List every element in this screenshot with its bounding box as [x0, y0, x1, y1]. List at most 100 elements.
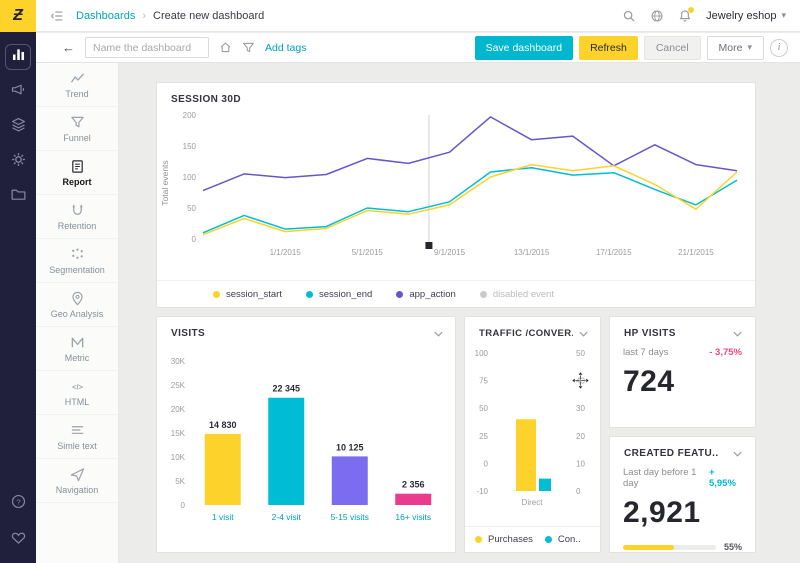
folder-icon	[10, 186, 27, 208]
created-features-card: CREATED FEATU.. Last day before 1 day + …	[609, 436, 756, 553]
notifications-button[interactable]	[678, 6, 695, 23]
sidebar-item-retention[interactable]: Retention	[36, 195, 118, 239]
stat-subtitle: Last day before 1 day	[623, 467, 697, 489]
collapse-icon[interactable]	[579, 331, 588, 337]
question-icon: ?	[10, 493, 27, 515]
svg-text:20K: 20K	[171, 405, 186, 414]
legend-item-session-start[interactable]: session_start	[213, 289, 282, 300]
traffic-legend: Purchases Con..	[465, 526, 600, 552]
sidebar-item-label: HTML	[64, 396, 90, 407]
session-chart-svg[interactable]: Total events 0 50 100 150 200 1/1/2015 5/1/2015…	[157, 105, 745, 271]
svg-text:17/1/2015: 17/1/2015	[596, 248, 632, 257]
rail-bottom: ?	[5, 491, 31, 553]
logo-glyph: Ƶ	[13, 7, 23, 24]
bell-icon	[678, 9, 692, 23]
sidebar-item-label: Navigation	[55, 484, 99, 495]
legend-dot-icon	[544, 536, 552, 543]
sidebar-toggle-icon[interactable]	[50, 9, 64, 23]
notification-badge	[688, 6, 695, 13]
search-icon[interactable]	[622, 9, 636, 23]
sidebar-item-simle-text[interactable]: Simle text	[36, 415, 118, 459]
svg-text:2 356: 2 356	[402, 480, 425, 490]
layers-icon	[10, 116, 27, 138]
svg-text:50: 50	[187, 204, 196, 213]
app-logo[interactable]: Ƶ	[0, 0, 36, 32]
trend-icon	[70, 71, 85, 86]
chevron-down-icon: ▾	[747, 42, 752, 52]
rail-favorites-button[interactable]	[5, 527, 31, 553]
svg-text:15K: 15K	[171, 429, 186, 438]
legend-label: disabled event	[492, 288, 555, 300]
svg-text:-10: -10	[476, 487, 488, 496]
svg-text:22 345: 22 345	[272, 384, 300, 394]
text-icon	[70, 423, 85, 438]
more-label: More	[718, 41, 743, 54]
svg-text:9/1/2015: 9/1/2015	[434, 248, 466, 257]
progress-track	[623, 544, 716, 550]
breadcrumb-separator: ›	[142, 9, 146, 22]
sidebar-item-metric[interactable]: Metric	[36, 327, 118, 371]
legend-item-app-action[interactable]: app_action	[396, 289, 456, 300]
created-delta: + 5,95%	[708, 467, 736, 489]
rail-dashboards-button[interactable]	[5, 44, 31, 70]
svg-text:5/1/2015: 5/1/2015	[352, 248, 384, 257]
report-icon	[70, 159, 85, 174]
sidebar-item-funnel[interactable]: Funnel	[36, 107, 118, 151]
add-tags-link[interactable]: Add tags	[265, 41, 307, 54]
svg-text:14 830: 14 830	[209, 420, 237, 430]
svg-text:50: 50	[479, 404, 488, 413]
svg-text:150: 150	[183, 142, 197, 151]
svg-text:2-4 visit: 2-4 visit	[272, 512, 302, 522]
account-menu[interactable]: Jewelry eshop ▾	[706, 10, 786, 22]
collapse-icon[interactable]	[733, 451, 742, 457]
more-button[interactable]: More ▾	[706, 35, 764, 60]
sidebar-item-segmentation[interactable]: Segmentation	[36, 239, 118, 283]
stat-column: HP VISITS last 7 days - 3,75% 724 CREATE…	[609, 316, 756, 553]
collapse-icon[interactable]	[434, 331, 443, 337]
svg-text:10: 10	[576, 459, 585, 468]
breadcrumb-dashboards[interactable]: Dashboards	[76, 9, 136, 22]
visits-chart-svg[interactable]: 0 5K 10K 15K 20K 25K 30K 14 830 1 visit 22 345 2-4…	[157, 339, 453, 539]
sidebar-item-trend[interactable]: Trend	[36, 63, 118, 107]
svg-text:0: 0	[192, 235, 197, 244]
info-button[interactable]: i	[770, 38, 788, 57]
hp-visits-delta: - 3,75%	[709, 347, 742, 358]
sidebar-item-geo-analysis[interactable]: Geo Analysis	[36, 283, 118, 327]
traffic-chart-svg[interactable]: 100 50 75 40 50 30 25 20 0 10 -10 0 Direct	[465, 339, 600, 519]
globe-icon[interactable]	[650, 9, 664, 23]
sidebar-item-navigation[interactable]: Navigation	[36, 459, 118, 503]
rail-campaigns-button[interactable]	[5, 79, 31, 105]
svg-text:25K: 25K	[171, 381, 186, 390]
legend-item-disabled-event[interactable]: disabled event	[479, 288, 555, 300]
sidebar-item-label: Funnel	[63, 132, 91, 143]
refresh-button[interactable]: Refresh	[579, 35, 638, 60]
legend-item-con-[interactable]: Con..	[544, 534, 581, 545]
legend-dot-icon	[213, 290, 220, 298]
rail-projects-button[interactable]	[5, 184, 31, 210]
sidebar-item-label: Metric	[64, 352, 90, 363]
legend-dot-icon	[396, 290, 404, 298]
gear-icon	[10, 151, 27, 173]
svg-text:10 125: 10 125	[336, 442, 364, 452]
rail-help-button[interactable]: ?	[5, 491, 31, 517]
card-title: TRAFFIC /CONVER..	[479, 328, 573, 339]
filter-icon[interactable]	[242, 41, 255, 54]
cancel-button[interactable]: Cancel	[643, 35, 701, 60]
sidebar-item-report[interactable]: Report	[36, 151, 118, 195]
svg-text:?: ?	[16, 497, 20, 506]
legend-item-session-end[interactable]: session_end	[305, 289, 372, 300]
home-icon[interactable]	[219, 41, 232, 54]
save-dashboard-button[interactable]: Save dashboard	[474, 35, 574, 60]
sidebar-item-html[interactable]: </> HTML	[36, 371, 118, 415]
dashboard-name-input[interactable]	[85, 37, 209, 58]
legend-item-purchases[interactable]: Purchases	[475, 534, 533, 545]
legend-label: session_start	[226, 288, 282, 300]
rail-data-button[interactable]	[5, 114, 31, 140]
collapse-icon[interactable]	[733, 331, 742, 337]
rail-settings-button[interactable]	[5, 149, 31, 175]
toolbar-actions: Save dashboard Refresh Cancel More ▾ i	[474, 35, 788, 60]
back-button[interactable]: ←	[62, 40, 75, 55]
created-value: 2,921	[623, 496, 701, 529]
svg-text:20: 20	[576, 432, 585, 441]
sidebar-item-label: Report	[62, 176, 92, 187]
